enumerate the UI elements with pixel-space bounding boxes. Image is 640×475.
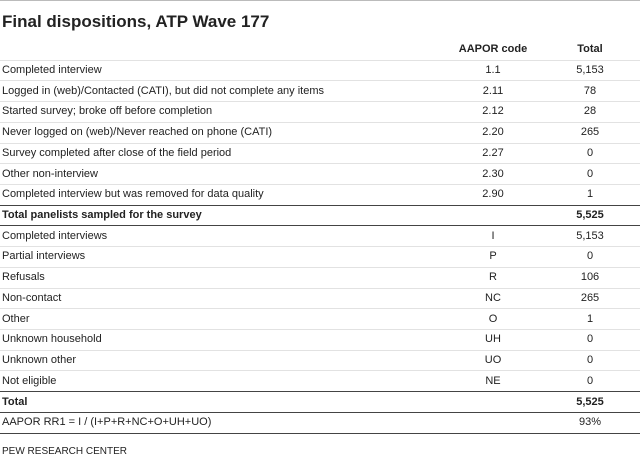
row-label: Partial interviews xyxy=(2,250,86,263)
total-value: 78 xyxy=(583,84,597,97)
top-rule xyxy=(0,0,640,1)
row-rule xyxy=(0,143,640,144)
header-rule xyxy=(0,60,640,61)
row-rule xyxy=(0,122,640,123)
row-label: Refusals xyxy=(2,271,45,284)
row-label: Started survey; broke off before complet… xyxy=(2,105,213,118)
total-value: 0 xyxy=(586,146,594,159)
aapor-code: 2.90 xyxy=(482,188,504,201)
total-value: 0 xyxy=(586,333,594,346)
row-label: Never logged on (web)/Never reached on p… xyxy=(2,126,273,139)
row-rule xyxy=(0,267,640,268)
row-rule xyxy=(0,184,640,185)
row-label: Unknown other xyxy=(2,354,76,367)
total-value: 28 xyxy=(583,105,597,118)
source: PEW RESEARCH CENTER xyxy=(2,446,128,457)
total-value: 5,525 xyxy=(576,209,604,222)
total-value: 5,153 xyxy=(576,229,604,242)
aapor-code: P xyxy=(489,250,497,263)
total-value: 5,525 xyxy=(576,395,604,408)
row-rule xyxy=(0,163,640,164)
row-label: Completed interview but was removed for … xyxy=(2,188,264,201)
row-rule xyxy=(0,205,640,206)
aapor-code: 2.12 xyxy=(482,105,504,118)
aapor-code: 1.1 xyxy=(485,64,501,76)
row-label: Total panelists sampled for the survey xyxy=(2,209,202,222)
total-value: 0 xyxy=(586,374,594,387)
row-rule xyxy=(0,308,640,309)
row-rule xyxy=(0,246,640,247)
total-value: 265 xyxy=(580,126,600,139)
row-rule xyxy=(0,288,640,289)
total-value: 0 xyxy=(586,167,594,180)
row-label: Other non-interview xyxy=(2,167,98,180)
row-rule xyxy=(0,412,640,413)
aapor-code: 2.11 xyxy=(482,84,504,97)
total-value: 0 xyxy=(586,354,594,367)
total-value: 93% xyxy=(578,416,602,429)
aapor-code: NC xyxy=(485,291,501,304)
aapor-code: R xyxy=(489,271,497,284)
aapor-code: I xyxy=(491,229,495,242)
row-label: Survey completed after close of the fiel… xyxy=(2,146,232,159)
total-value: 0 xyxy=(586,250,594,263)
title: Final dispositions, ATP Wave 177 xyxy=(2,12,270,31)
row-label: Unknown household xyxy=(2,333,102,346)
row-label: Total xyxy=(2,395,28,408)
row-rule xyxy=(0,433,640,434)
total-value: 5,153 xyxy=(576,64,604,76)
row-rule xyxy=(0,391,640,392)
total-value: 106 xyxy=(580,271,600,284)
aapor-code: NE xyxy=(485,374,501,387)
row-rule xyxy=(0,329,640,330)
column-header: Total xyxy=(577,43,603,55)
row-rule xyxy=(0,350,640,351)
aapor-code: 2.30 xyxy=(482,167,504,180)
total-value: 1 xyxy=(586,312,594,325)
row-rule xyxy=(0,80,640,81)
aapor-code: O xyxy=(488,312,498,325)
total-value: 1 xyxy=(586,188,594,201)
row-label: Completed interviews xyxy=(2,229,108,242)
row-label: Non-contact xyxy=(2,291,62,304)
row-rule xyxy=(0,225,640,226)
row-label: Completed interview xyxy=(2,64,102,76)
aapor-code: UH xyxy=(485,333,501,346)
row-label: Other xyxy=(2,312,30,325)
aapor-code: 2.27 xyxy=(482,146,504,159)
aapor-code: UO xyxy=(484,354,502,367)
column-header: AAPOR code xyxy=(458,43,528,55)
row-rule xyxy=(0,101,640,102)
row-label: Not eligible xyxy=(2,374,57,387)
total-value: 265 xyxy=(580,291,600,304)
row-label: AAPOR RR1 = I / (I+P+R+NC+O+UH+UO) xyxy=(2,416,212,429)
row-rule xyxy=(0,370,640,371)
aapor-code: 2.20 xyxy=(482,126,504,139)
row-label: Logged in (web)/Contacted (CATI), but di… xyxy=(2,84,325,97)
